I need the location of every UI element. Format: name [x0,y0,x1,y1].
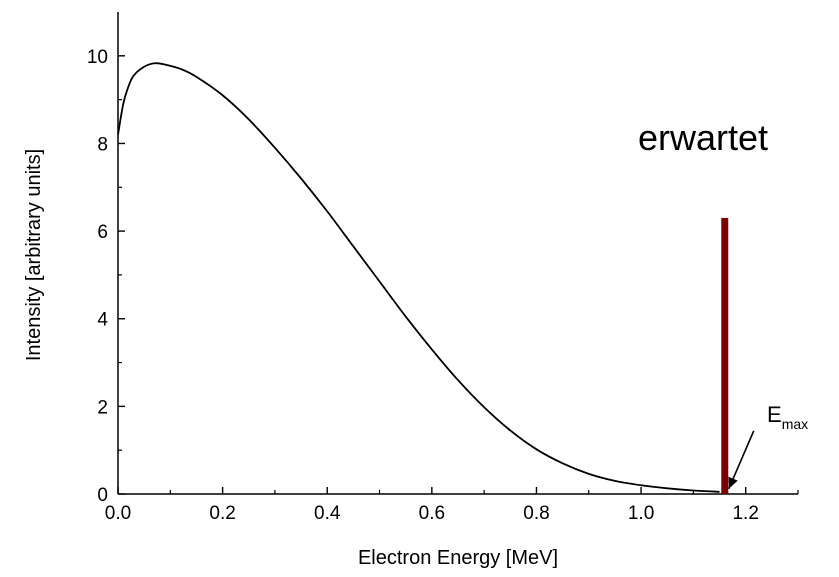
x-tick-label: 0.2 [209,503,235,524]
expected-label: erwartet [638,117,768,158]
emax-label: Emax [767,402,808,432]
x-tick-label: 1.0 [628,503,654,524]
x-axis-title: Electron Energy [MeV] [358,547,558,569]
x-tick-label: 1.2 [732,503,758,524]
y-axis-title: Intensity [arbitrary units] [23,149,45,361]
x-tick-label: 0.4 [314,503,341,524]
emax-label-main: E [767,402,782,427]
y-tick-label: 8 [97,134,108,155]
y-tick-label: 0 [97,485,108,506]
spectrum-line [117,62,720,493]
y-tick-label: 10 [87,47,108,68]
y-ticks: 0 2 4 6 8 10 [87,47,125,506]
emax-label-sub: max [782,416,808,432]
x-tick-label: 0.8 [523,503,549,524]
axes [117,12,798,495]
y-tick-label: 6 [97,222,108,243]
x-tick-label: 0.6 [419,503,445,524]
y-tick-label: 2 [97,397,108,418]
y-tick-label: 4 [97,310,108,331]
emax-arrowhead [728,476,738,489]
emax-marker-bar [721,217,729,495]
x-tick-label: 0.0 [105,503,131,524]
x-ticks: 0.0 0.2 0.4 0.6 0.8 1.0 1.2 [105,487,799,524]
